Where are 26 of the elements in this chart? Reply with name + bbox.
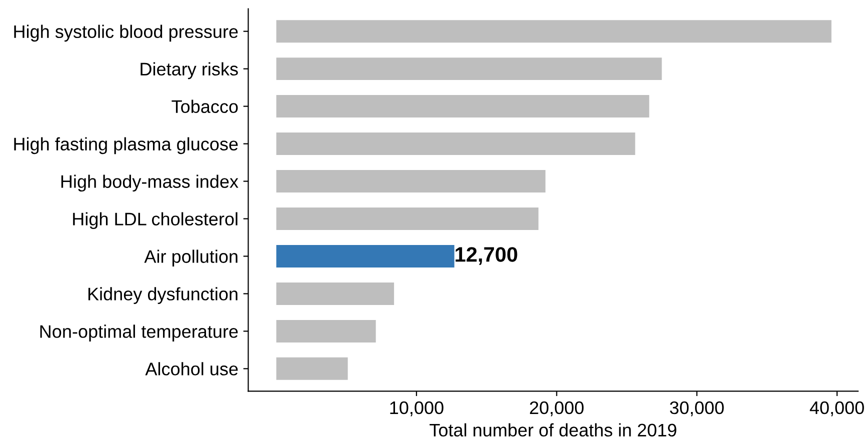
- y-tick-label: Dietary risks: [140, 62, 238, 80]
- y-tick-label: Alcohol use: [145, 362, 238, 376]
- bar: [276, 95, 650, 118]
- y-tick-label: Kidney dysfunction: [88, 287, 238, 304]
- y-tick-label: Non-optimal temperature: [40, 324, 238, 342]
- y-tick-label: High body-mass index: [61, 174, 238, 192]
- bar: [276, 282, 394, 305]
- y-tick-label: Air pollution: [144, 250, 238, 267]
- bar: [276, 170, 546, 193]
- bar: [276, 320, 376, 342]
- bar: [276, 208, 538, 230]
- y-tick-label: High fasting plasma glucose: [14, 137, 238, 154]
- data-label: 12,700: [456, 247, 518, 265]
- bar: [276, 244, 454, 268]
- bar: [276, 58, 662, 80]
- x-tick-label: 20,000: [530, 401, 584, 416]
- y-tick-label: Tobacco: [172, 100, 238, 114]
- x-tick-label: 40,000: [810, 401, 864, 416]
- x-axis-title: Total number of deaths in 2019: [430, 423, 676, 437]
- bar: [276, 357, 348, 380]
- x-tick-label: 30,000: [670, 401, 724, 416]
- y-tick-label: High LDL cholesterol: [73, 212, 238, 230]
- bar: [276, 20, 832, 43]
- bar: [276, 132, 636, 156]
- y-tick-label: High systolic blood pressure: [14, 24, 238, 42]
- x-tick-label: 10,000: [390, 401, 444, 416]
